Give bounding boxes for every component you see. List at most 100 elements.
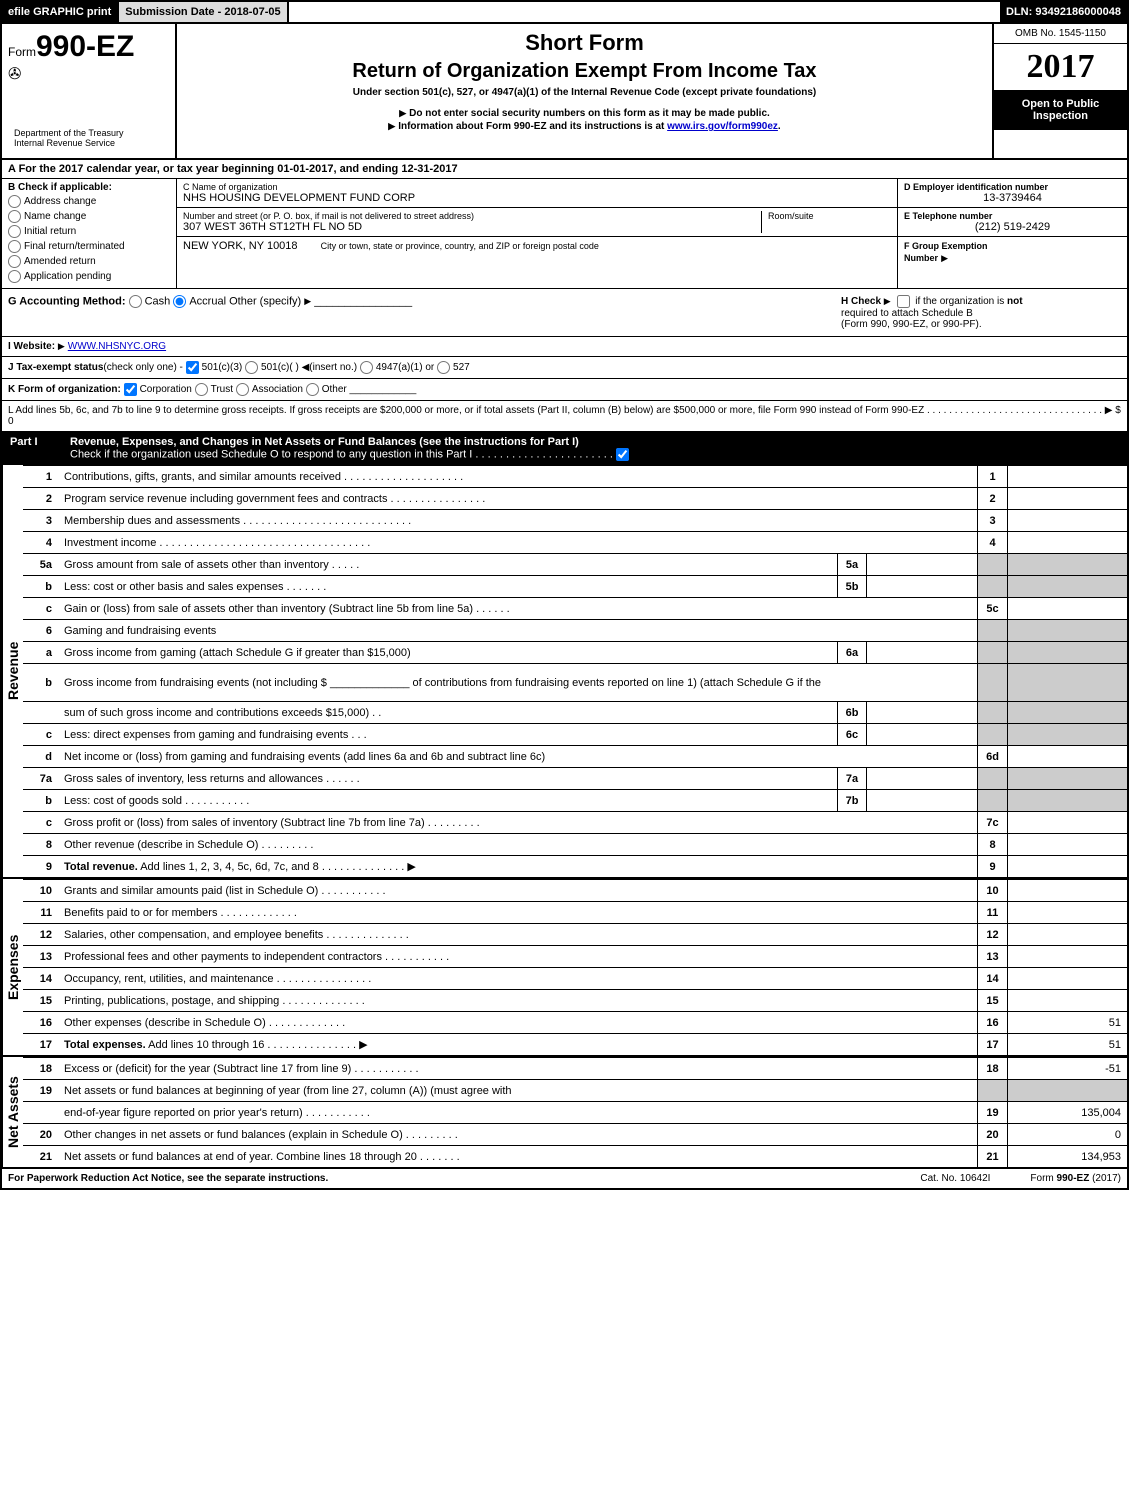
row-desc: Printing, publications, postage, and shi… xyxy=(58,993,977,1009)
right-val xyxy=(1007,968,1127,989)
mid-box: 5b xyxy=(837,576,867,597)
main-title: Return of Organization Exempt From Incom… xyxy=(183,60,986,83)
revenue-section: Revenue 1Contributions, gifts, grants, a… xyxy=(2,465,1127,877)
org-addr-label: Number and street (or P. O. box, if mail… xyxy=(183,211,761,221)
chk-name-change-input[interactable] xyxy=(8,210,21,223)
right-val xyxy=(1007,924,1127,945)
radio-527[interactable] xyxy=(437,361,450,374)
radio-other-org[interactable] xyxy=(306,383,319,396)
right-box xyxy=(977,1080,1007,1101)
right-val xyxy=(1007,576,1127,597)
row-desc: Grants and similar amounts paid (list in… xyxy=(58,883,977,899)
note-ssn: Do not enter social security numbers on … xyxy=(183,108,986,119)
group-exemption-label: F Group Exemption xyxy=(904,241,988,251)
right-val xyxy=(1007,990,1127,1011)
ein-block: D Employer identification number 13-3739… xyxy=(898,179,1127,208)
line-j: J Tax-exempt status(check only one) - 50… xyxy=(2,356,1127,378)
table-row: cLess: direct expenses from gaming and f… xyxy=(23,723,1127,745)
radio-501c[interactable] xyxy=(245,361,258,374)
right-val xyxy=(1007,880,1127,901)
mid-val xyxy=(867,768,977,789)
row-num: 15 xyxy=(23,993,58,1009)
radio-4947[interactable] xyxy=(360,361,373,374)
right-val xyxy=(1007,812,1127,833)
table-row: 10Grants and similar amounts paid (list … xyxy=(23,879,1127,901)
subdate-value: 2018-07-05 xyxy=(224,6,280,18)
line-g: G Accounting Method: Cash Accrual Other … xyxy=(2,288,1127,336)
other-org-label: Other xyxy=(322,384,347,395)
table-row: 4Investment income . . . . . . . . . . .… xyxy=(23,531,1127,553)
line-a: A For the 2017 calendar year, or tax yea… xyxy=(2,158,1127,178)
row-num: 14 xyxy=(23,971,58,987)
chk-amended-return-input[interactable] xyxy=(8,255,21,268)
right-box xyxy=(977,664,1007,701)
right-box xyxy=(977,642,1007,663)
right-val xyxy=(1007,856,1127,877)
right-box: 9 xyxy=(977,856,1007,877)
row-num xyxy=(23,1111,58,1115)
org-name: NHS HOUSING DEVELOPMENT FUND CORP xyxy=(183,192,891,204)
radio-trust[interactable] xyxy=(195,383,208,396)
chk-amended-return: Amended return xyxy=(8,255,170,268)
part1-header: Part I Revenue, Expenses, and Changes in… xyxy=(2,431,1127,465)
org-name-label: C Name of organization xyxy=(183,182,891,192)
chk-application-pending-input[interactable] xyxy=(8,270,21,283)
subtitle: Under section 501(c), 527, or 4947(a)(1)… xyxy=(183,87,986,98)
website-link[interactable]: WWW.NHSNYC.ORG xyxy=(68,341,166,352)
col-d: D Employer identification number 13-3739… xyxy=(897,179,1127,288)
row-num: b xyxy=(23,579,58,595)
seal-icon: ✇ xyxy=(8,64,169,84)
radio-accrual[interactable] xyxy=(173,295,186,308)
501c-label: 501(c)( ) xyxy=(261,362,299,373)
association-label: Association xyxy=(252,384,303,395)
table-row: 12Salaries, other compensation, and empl… xyxy=(23,923,1127,945)
table-row: cGross profit or (loss) from sales of in… xyxy=(23,811,1127,833)
right-val xyxy=(1007,532,1127,553)
irs-link[interactable]: www.irs.gov/form990ez xyxy=(667,121,778,132)
row-desc: Occupancy, rent, utilities, and maintena… xyxy=(58,971,977,987)
row-num: d xyxy=(23,749,58,765)
chk-schedule-b[interactable] xyxy=(897,295,910,308)
527-label: 527 xyxy=(453,362,470,373)
line-h: H Check if the organization is not requi… xyxy=(841,295,1121,330)
row-num: 11 xyxy=(23,905,58,921)
h-label: H Check xyxy=(841,296,881,307)
row-desc: sum of such gross income and contributio… xyxy=(58,705,837,721)
right-val xyxy=(1007,702,1127,723)
chk-address-change-input[interactable] xyxy=(8,195,21,208)
radio-association[interactable] xyxy=(236,383,249,396)
chk-application-pending: Application pending xyxy=(8,270,170,283)
chk-initial-return: Initial return xyxy=(8,225,170,238)
table-row: 13Professional fees and other payments t… xyxy=(23,945,1127,967)
mid-val xyxy=(867,702,977,723)
chk-schedule-o[interactable] xyxy=(616,448,629,461)
row-desc: Other revenue (describe in Schedule O) .… xyxy=(58,837,977,853)
note-info-post: . xyxy=(778,121,781,132)
chk-address-change-label: Address change xyxy=(24,196,96,207)
row-desc: Total revenue. Add lines 1, 2, 3, 4, 5c,… xyxy=(58,858,977,875)
omb-number: OMB No. 1545-1150 xyxy=(994,24,1127,44)
chk-501c3[interactable] xyxy=(186,361,199,374)
chk-initial-return-input[interactable] xyxy=(8,225,21,238)
mid-box: 6b xyxy=(837,702,867,723)
table-row: 3Membership dues and assessments . . . .… xyxy=(23,509,1127,531)
table-row: bLess: cost or other basis and sales exp… xyxy=(23,575,1127,597)
row-desc: Professional fees and other payments to … xyxy=(58,949,977,965)
right-val xyxy=(1007,1080,1127,1101)
h-text2: required to attach Schedule B xyxy=(841,308,973,319)
chk-final-return-input[interactable] xyxy=(8,240,21,253)
mid-val xyxy=(867,576,977,597)
table-row: 7aGross sales of inventory, less returns… xyxy=(23,767,1127,789)
chk-final-return-label: Final return/terminated xyxy=(24,241,125,252)
org-addr-block: Number and street (or P. O. box, if mail… xyxy=(177,208,897,237)
tax-exempt-label: J Tax-exempt status xyxy=(8,362,103,373)
phone-label: E Telephone number xyxy=(904,211,1121,221)
chk-corporation[interactable] xyxy=(124,383,137,396)
radio-cash[interactable] xyxy=(129,295,142,308)
row-desc: Membership dues and assessments . . . . … xyxy=(58,513,977,529)
table-row: 19Net assets or fund balances at beginni… xyxy=(23,1079,1127,1101)
right-val xyxy=(1007,598,1127,619)
row-num: a xyxy=(23,645,58,661)
right-val: 134,953 xyxy=(1007,1146,1127,1167)
netassets-rows: 18Excess or (deficit) for the year (Subt… xyxy=(23,1057,1127,1167)
